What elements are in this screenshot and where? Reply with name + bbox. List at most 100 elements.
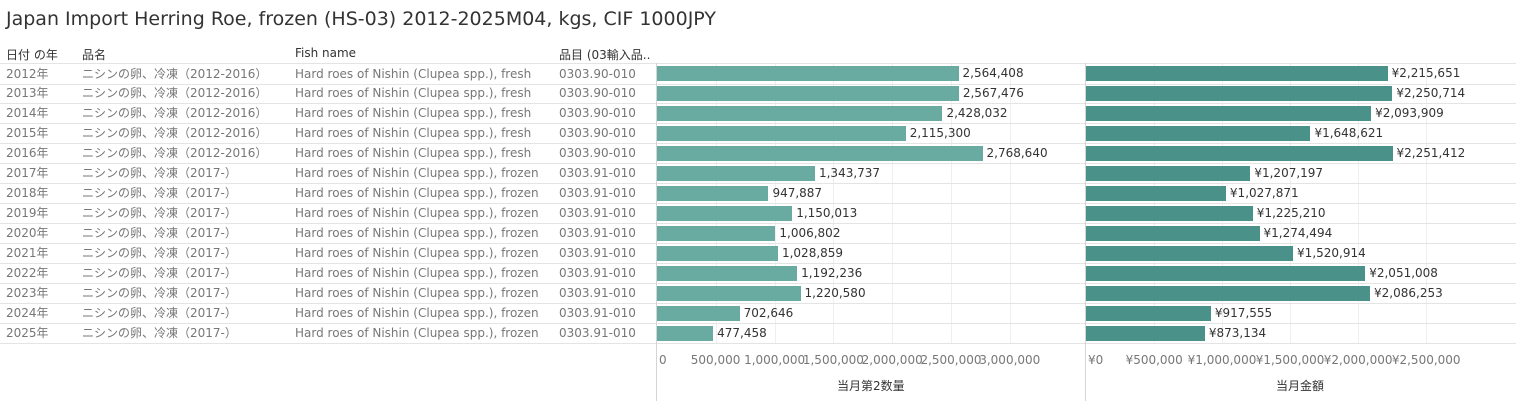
cell-fish-name: Hard roes of Nishin (Clupea spp.), froze… [295, 246, 539, 260]
cell-item-code: 0303.91-010 [559, 306, 636, 320]
bar-amount[interactable] [1086, 106, 1372, 121]
cell-item-code: 0303.90-010 [559, 86, 636, 100]
cell-fish-name: Hard roes of Nishin (Clupea spp.), froze… [295, 186, 539, 200]
cell-product-name: ニシンの卵、冷凍（2012-2016） [82, 67, 268, 81]
table-row[interactable]: 2019年 ニシンの卵、冷凍（2017-） Hard roes of Nishin … [0, 203, 1516, 224]
header-year[interactable]: 日付 の年 [6, 48, 58, 62]
cell-year: 2016年 [6, 146, 49, 160]
bar-quantity[interactable] [657, 146, 983, 161]
bar-amount[interactable] [1086, 186, 1226, 201]
cell-fish-name: Hard roes of Nishin (Clupea spp.), fresh [295, 146, 532, 160]
table-row[interactable]: 2022年 ニシンの卵、冷凍（2017-） Hard roes of Nishin … [0, 263, 1516, 284]
tick-label-amount: ¥2,500,000 [1391, 353, 1461, 367]
bar-quantity[interactable] [657, 206, 793, 221]
table-row[interactable]: 2016年 ニシンの卵、冷凍（2012-2016） Hard roes of Nis… [0, 143, 1516, 164]
table-row[interactable]: 2012年 ニシンの卵、冷凍（2012-2016） Hard roes of Nis… [0, 63, 1516, 85]
tick-label-amount: ¥1,000,000 [1187, 353, 1257, 367]
bar-quantity[interactable] [657, 86, 959, 101]
data-label-quantity: 2,428,032 [946, 106, 1008, 120]
tick-label-quantity: 2,000,000 [861, 353, 923, 367]
cell-year: 2019年 [6, 206, 49, 220]
data-label-amount: ¥2,051,008 [1369, 266, 1438, 280]
bar-quantity[interactable] [657, 166, 815, 181]
table-row[interactable]: 2013年 ニシンの卵、冷凍（2012-2016） Hard roes of Nis… [0, 83, 1516, 104]
cell-year: 2025年 [6, 326, 49, 340]
cell-year: 2022年 [6, 266, 49, 280]
cell-fish-name: Hard roes of Nishin (Clupea spp.), froze… [295, 166, 539, 180]
bar-quantity[interactable] [657, 186, 769, 201]
data-label-amount: ¥1,207,197 [1254, 166, 1324, 180]
cell-item-code: 0303.90-010 [559, 106, 636, 120]
data-label-amount: ¥917,555 [1214, 306, 1273, 320]
cell-product-name: ニシンの卵、冷凍（2017-） [82, 166, 237, 180]
bar-quantity[interactable] [657, 66, 959, 81]
bar-amount[interactable] [1086, 86, 1393, 101]
bar-amount[interactable] [1086, 326, 1205, 341]
header-fish-name[interactable]: Fish name [295, 46, 357, 60]
cell-fish-name: Hard roes of Nishin (Clupea spp.), fresh [295, 126, 532, 140]
bar-amount[interactable] [1086, 166, 1251, 181]
table-row[interactable]: 2023年 ニシンの卵、冷凍（2017-） Hard roes of Nishin … [0, 283, 1516, 304]
cell-year: 2023年 [6, 286, 49, 300]
cell-year: 2015年 [6, 126, 49, 140]
bar-amount[interactable] [1086, 226, 1260, 241]
cell-item-code: 0303.90-010 [559, 126, 636, 140]
cell-product-name: ニシンの卵、冷凍（2017-） [82, 266, 237, 280]
bar-amount[interactable] [1086, 66, 1388, 81]
header-item-code[interactable]: 品目 (03輸入品.. [559, 48, 651, 62]
data-label-quantity: 2,564,408 [962, 66, 1024, 80]
table-row[interactable]: 2017年 ニシンの卵、冷凍（2017-） Hard roes of Nishin … [0, 163, 1516, 184]
cell-fish-name: Hard roes of Nishin (Clupea spp.), froze… [295, 206, 539, 220]
data-label-quantity: 1,220,580 [804, 286, 866, 300]
cell-fish-name: Hard roes of Nishin (Clupea spp.), froze… [295, 226, 539, 240]
bar-quantity[interactable] [657, 126, 906, 141]
bar-amount[interactable] [1086, 206, 1253, 221]
tick-label-quantity: 500,000 [690, 353, 741, 367]
bar-quantity[interactable] [657, 306, 740, 321]
tick-label-amount: ¥2,000,000 [1323, 353, 1393, 367]
cell-fish-name: Hard roes of Nishin (Clupea spp.), froze… [295, 286, 539, 300]
cell-product-name: ニシンの卵、冷凍（2012-2016） [82, 106, 268, 120]
data-label-quantity: 1,150,013 [796, 206, 858, 220]
table-row[interactable]: 2020年 ニシンの卵、冷凍（2017-） Hard roes of Nishin … [0, 223, 1516, 244]
tick-label-amount: ¥1,500,000 [1255, 353, 1325, 367]
bar-amount[interactable] [1086, 306, 1211, 321]
cell-fish-name: Hard roes of Nishin (Clupea spp.), froze… [295, 266, 539, 280]
bar-quantity[interactable] [657, 106, 943, 121]
tick-label-quantity: 2,500,000 [920, 353, 982, 367]
table-row[interactable]: 2024年 ニシンの卵、冷凍（2017-） Hard roes of Nishin … [0, 303, 1516, 324]
cell-year: 2024年 [6, 306, 49, 320]
table-row[interactable]: 2014年 ニシンの卵、冷凍（2012-2016） Hard roes of Nis… [0, 103, 1516, 124]
bar-quantity[interactable] [657, 286, 801, 301]
table-row[interactable]: 2015年 ニシンの卵、冷凍（2012-2016） Hard roes of Nis… [0, 123, 1516, 144]
table-row[interactable]: 2025年 ニシンの卵、冷凍（2017-） Hard roes of Nishin … [0, 323, 1516, 344]
cell-item-code: 0303.90-010 [559, 67, 636, 81]
bar-quantity[interactable] [657, 226, 776, 241]
bar-amount[interactable] [1086, 146, 1393, 161]
data-label-quantity: 2,768,640 [986, 146, 1048, 160]
bar-quantity[interactable] [657, 326, 714, 341]
bar-quantity[interactable] [657, 246, 778, 261]
cell-year: 2014年 [6, 106, 49, 120]
bar-amount[interactable] [1086, 126, 1311, 141]
data-label-quantity: 1,028,859 [781, 246, 844, 260]
cell-product-name: ニシンの卵、冷凍（2012-2016） [82, 86, 268, 100]
cell-year: 2013年 [6, 86, 49, 100]
bar-amount[interactable] [1086, 266, 1366, 281]
pane-divider-amount [1085, 63, 1086, 401]
cell-fish-name: Hard roes of Nishin (Clupea spp.), froze… [295, 306, 539, 320]
bar-amount[interactable] [1086, 246, 1294, 261]
table-row[interactable]: 2021年 ニシンの卵、冷凍（2017-） Hard roes of Nishin … [0, 243, 1516, 264]
bar-amount[interactable] [1086, 286, 1371, 301]
data-label-amount: ¥2,251,412 [1396, 146, 1466, 160]
data-label-amount: ¥1,520,914 [1297, 246, 1366, 260]
tick-label-quantity: 1,000,000 [744, 353, 806, 367]
table-row[interactable]: 2018年 ニシンの卵、冷凍（2017-） Hard roes of Nishin … [0, 183, 1516, 204]
cell-item-code: 0303.91-010 [559, 186, 636, 200]
cell-year: 2012年 [6, 67, 49, 81]
cell-fish-name: Hard roes of Nishin (Clupea spp.), fresh [295, 67, 532, 81]
header-product-name[interactable]: 品名 [82, 48, 107, 62]
cell-item-code: 0303.91-010 [559, 206, 636, 220]
cell-fish-name: Hard roes of Nishin (Clupea spp.), fresh [295, 106, 532, 120]
bar-quantity[interactable] [657, 266, 798, 281]
